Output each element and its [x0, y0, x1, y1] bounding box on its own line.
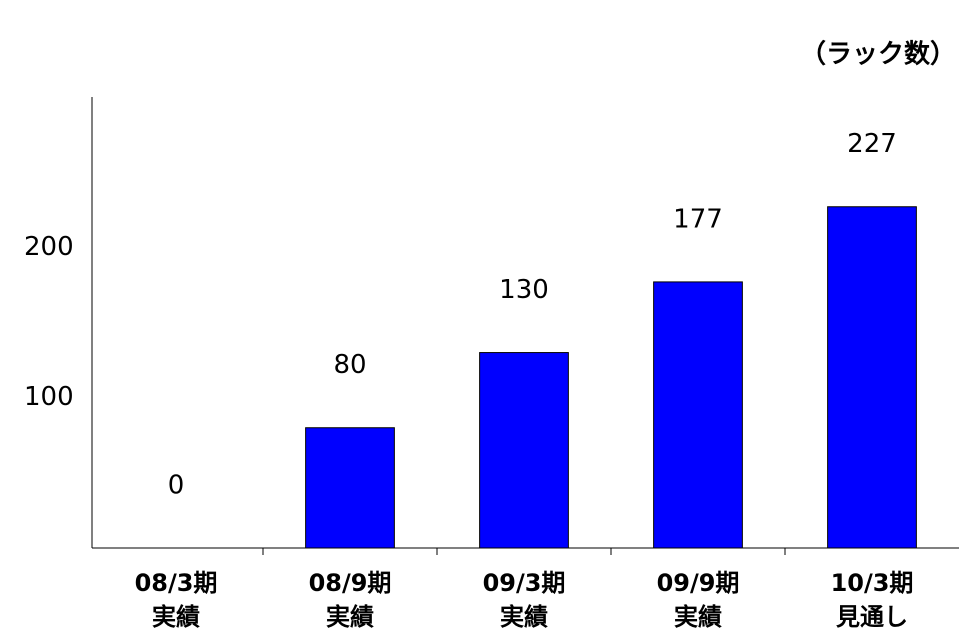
value-label: 130 [499, 275, 549, 305]
value-label: 0 [168, 471, 185, 501]
x-tick-label: 08/3期 実績 [134, 569, 218, 631]
x-tick-label: 09/9期 実績 [656, 569, 740, 631]
bar [479, 352, 569, 549]
y-tick-label: 100 [24, 382, 74, 412]
bar [827, 206, 917, 549]
bar [305, 427, 395, 549]
value-label: 177 [673, 204, 723, 234]
x-tick-label: 09/3期 実績 [482, 569, 566, 631]
value-label: 80 [333, 350, 366, 380]
x-tick-label: 10/3期 見通し [830, 569, 914, 631]
y-tick-label: 200 [24, 232, 74, 262]
value-label: 227 [847, 129, 897, 159]
x-tick-label: 08/9期 実績 [308, 569, 392, 631]
unit-label: （ラック数） [800, 40, 956, 70]
bar [653, 281, 743, 549]
